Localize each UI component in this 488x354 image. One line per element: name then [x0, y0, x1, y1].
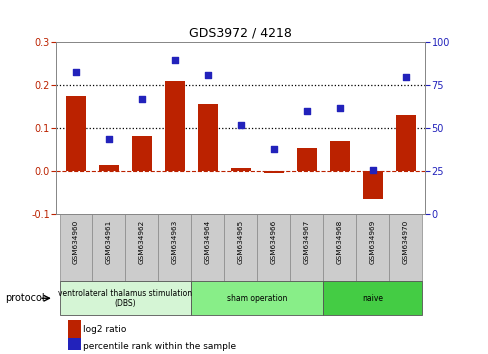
Text: ventrolateral thalamus stimulation
(DBS): ventrolateral thalamus stimulation (DBS)	[58, 289, 192, 308]
Bar	[132, 136, 151, 171]
Point	[171, 57, 179, 62]
Text: GSM634960: GSM634960	[73, 219, 79, 264]
Text: GSM634970: GSM634970	[402, 219, 408, 264]
Bar	[230, 168, 250, 171]
Bar	[323, 281, 421, 315]
Bar	[362, 171, 382, 199]
Text: GSM634961: GSM634961	[106, 219, 112, 264]
Bar	[164, 81, 184, 171]
Text: GSM634966: GSM634966	[270, 219, 276, 264]
Point	[105, 136, 113, 142]
Bar	[125, 214, 158, 281]
Bar	[191, 214, 224, 281]
Bar	[68, 338, 81, 354]
Point	[269, 146, 277, 152]
Bar	[323, 214, 355, 281]
Text: GSM634967: GSM634967	[303, 219, 309, 264]
Text: log2 ratio: log2 ratio	[83, 325, 126, 334]
Point	[236, 122, 244, 128]
Bar	[92, 214, 125, 281]
Text: GSM634968: GSM634968	[336, 219, 342, 264]
Point	[72, 69, 80, 74]
Text: GSM634969: GSM634969	[369, 219, 375, 264]
Text: naive: naive	[362, 294, 383, 303]
Bar	[60, 214, 92, 281]
Text: GSM634964: GSM634964	[204, 219, 210, 264]
Text: GSM634963: GSM634963	[172, 219, 178, 264]
Point	[401, 74, 409, 80]
Point	[203, 72, 211, 78]
Title: GDS3972 / 4218: GDS3972 / 4218	[189, 27, 292, 40]
Bar	[224, 214, 257, 281]
Bar	[158, 214, 191, 281]
Point	[368, 167, 376, 172]
Bar	[329, 141, 349, 171]
Point	[302, 108, 310, 114]
Bar	[257, 214, 290, 281]
Text: sham operation: sham operation	[226, 294, 287, 303]
Bar	[198, 104, 217, 171]
Text: GSM634962: GSM634962	[139, 219, 144, 264]
Bar	[296, 148, 316, 171]
Bar	[264, 171, 283, 173]
Bar	[60, 281, 191, 315]
Bar	[388, 214, 421, 281]
Bar	[355, 214, 388, 281]
Bar	[395, 115, 415, 171]
Point	[138, 96, 145, 102]
Text: GSM634965: GSM634965	[237, 219, 244, 264]
Text: protocol: protocol	[5, 293, 44, 303]
Bar	[290, 214, 323, 281]
Bar	[191, 281, 323, 315]
Text: percentile rank within the sample: percentile rank within the sample	[83, 342, 236, 352]
Bar	[66, 96, 86, 171]
Bar	[99, 165, 119, 171]
Point	[335, 105, 343, 110]
Bar	[68, 320, 81, 338]
